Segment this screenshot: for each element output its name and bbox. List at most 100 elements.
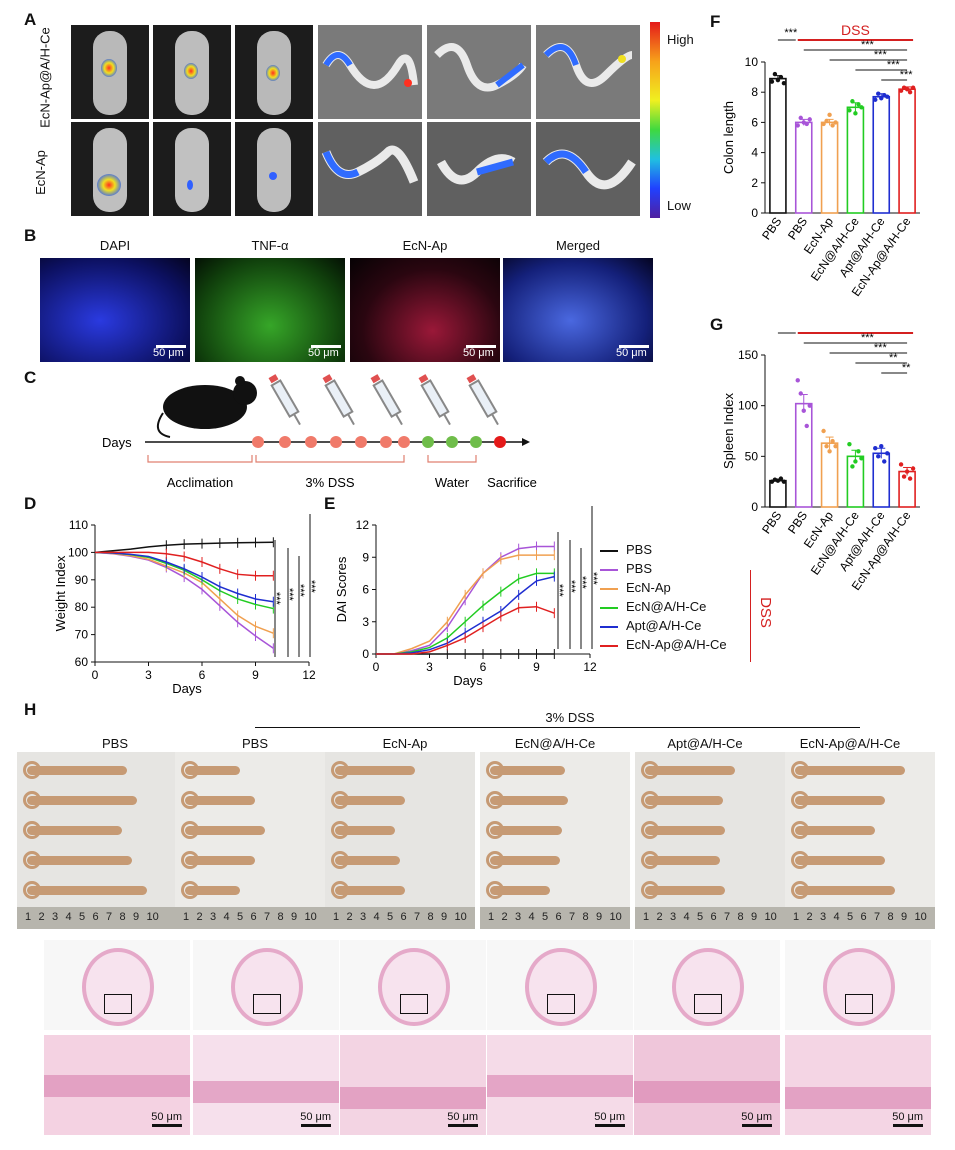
timeline-dot-sacrifice bbox=[494, 436, 506, 448]
ruler-number: 7 bbox=[569, 911, 576, 923]
x-axis-label: Days bbox=[172, 681, 202, 696]
y-tick-label: 4 bbox=[751, 146, 758, 160]
b-title-ecn-ap: EcN-Ap bbox=[402, 238, 448, 253]
colon-photo bbox=[785, 752, 935, 907]
ruler-number: 9 bbox=[751, 911, 758, 923]
data-point bbox=[833, 444, 838, 449]
legend-label: EcN-Ap@A/H-Ce bbox=[626, 637, 727, 652]
category-label: PBS bbox=[759, 215, 784, 243]
data-point bbox=[898, 462, 904, 467]
x-tick-label: 0 bbox=[373, 660, 380, 674]
data-point bbox=[804, 423, 809, 429]
timeline-dot-dss bbox=[398, 436, 410, 448]
y-tick-label: 9 bbox=[362, 550, 369, 564]
ruler-number: 6 bbox=[400, 911, 407, 923]
colon-image bbox=[318, 122, 422, 216]
ruler-number: 10 bbox=[304, 911, 317, 923]
data-point bbox=[821, 428, 826, 434]
fluorescence-image-dapi bbox=[40, 258, 190, 362]
data-point bbox=[824, 444, 829, 449]
ruler-number: 3 bbox=[52, 911, 59, 923]
ruler-number: 1 bbox=[793, 911, 800, 923]
colon-specimen bbox=[335, 826, 395, 835]
y-tick-label: 6 bbox=[362, 583, 369, 597]
ruler-number: 10 bbox=[454, 911, 467, 923]
significance-label: ** bbox=[902, 362, 911, 374]
ruler-number: 4 bbox=[683, 911, 690, 923]
colon-specimen bbox=[185, 826, 265, 835]
significance-label: ** bbox=[889, 352, 898, 364]
zoom-box bbox=[694, 994, 722, 1014]
y-tick-label: 0 bbox=[362, 647, 369, 661]
panel-a: EcN-Ap@A/H-Ce EcN-Ap bbox=[0, 0, 700, 220]
data-point bbox=[769, 79, 775, 84]
legend-label: EcN@A/H-Ce bbox=[626, 599, 707, 614]
timeline-dot-dss bbox=[279, 436, 291, 448]
data-point bbox=[879, 444, 884, 449]
data-point bbox=[910, 466, 916, 471]
x-axis-label: Days bbox=[453, 673, 483, 688]
timeline-days-label: Days bbox=[102, 435, 132, 450]
bar bbox=[769, 77, 787, 214]
ruler-number: 4 bbox=[528, 911, 535, 923]
legend-entry: EcN@A/H-Ce bbox=[600, 599, 750, 617]
colon-image bbox=[536, 122, 640, 216]
ruler-number: 1 bbox=[333, 911, 340, 923]
x-tick-label: 6 bbox=[480, 660, 487, 674]
mouse-image bbox=[71, 122, 149, 216]
legend-swatch bbox=[600, 550, 618, 552]
bar bbox=[898, 470, 916, 508]
data-point bbox=[859, 105, 864, 110]
significance-label: *** bbox=[587, 572, 599, 586]
timeline-dot-dss bbox=[252, 436, 264, 448]
ruler-number: 4 bbox=[833, 911, 840, 923]
ruler-number: 7 bbox=[264, 911, 271, 923]
data-point bbox=[830, 123, 835, 128]
scale-bar-label: 50 μm bbox=[463, 347, 494, 359]
data-point bbox=[801, 408, 806, 413]
group-title: EcN-Ap@A/H-Ce bbox=[799, 736, 901, 751]
y-tick-label: 90 bbox=[75, 573, 89, 587]
data-point bbox=[847, 108, 852, 113]
timeline-dot-water bbox=[470, 436, 482, 448]
data-point bbox=[795, 378, 800, 383]
significance-label: *** bbox=[861, 39, 875, 51]
category-label: PBS bbox=[785, 215, 810, 243]
colon-specimen bbox=[645, 766, 735, 775]
y-tick-label: 100 bbox=[68, 545, 88, 559]
legend-swatch bbox=[600, 588, 618, 590]
data-point bbox=[850, 99, 855, 104]
data-point bbox=[795, 123, 800, 128]
ruler-number: 1 bbox=[183, 911, 190, 923]
y-tick-label: 60 bbox=[75, 655, 89, 669]
zoom-box bbox=[400, 994, 428, 1014]
dss-header-line bbox=[255, 727, 860, 728]
legend-swatch bbox=[600, 626, 618, 628]
mouse-image bbox=[71, 25, 149, 119]
panel-i: 50 μm 50 μm 50 μm 50 μm 50 μm 50 μm bbox=[0, 940, 955, 1140]
histology-overview-image bbox=[487, 940, 633, 1030]
data-point bbox=[772, 71, 778, 77]
colon-specimen bbox=[645, 826, 725, 835]
data-point bbox=[775, 77, 781, 83]
mouse-image bbox=[153, 25, 231, 119]
bar bbox=[898, 88, 916, 214]
timeline-dot-dss bbox=[355, 436, 367, 448]
ruler-number: 4 bbox=[373, 911, 380, 923]
y-tick-label: 2 bbox=[751, 176, 758, 190]
legend-entry: PBS bbox=[600, 561, 750, 579]
scale-bar-label: 50 μm bbox=[447, 1111, 478, 1123]
scale-bar-label: 50 μm bbox=[308, 347, 339, 359]
ruler-number: 7 bbox=[874, 911, 881, 923]
data-point bbox=[827, 112, 832, 118]
mouse-image bbox=[235, 25, 313, 119]
row-label-bottom: EcN-Ap bbox=[32, 150, 48, 195]
x-tick-label: 9 bbox=[252, 668, 259, 682]
ruler-number: 10 bbox=[764, 911, 777, 923]
y-tick-label: 110 bbox=[69, 518, 88, 532]
colorbar-high-label: High bbox=[667, 32, 694, 47]
y-tick-label: 100 bbox=[738, 399, 758, 413]
ruler-number: 8 bbox=[887, 911, 894, 923]
x-tick-label: 9 bbox=[533, 660, 540, 674]
bar bbox=[846, 455, 865, 508]
